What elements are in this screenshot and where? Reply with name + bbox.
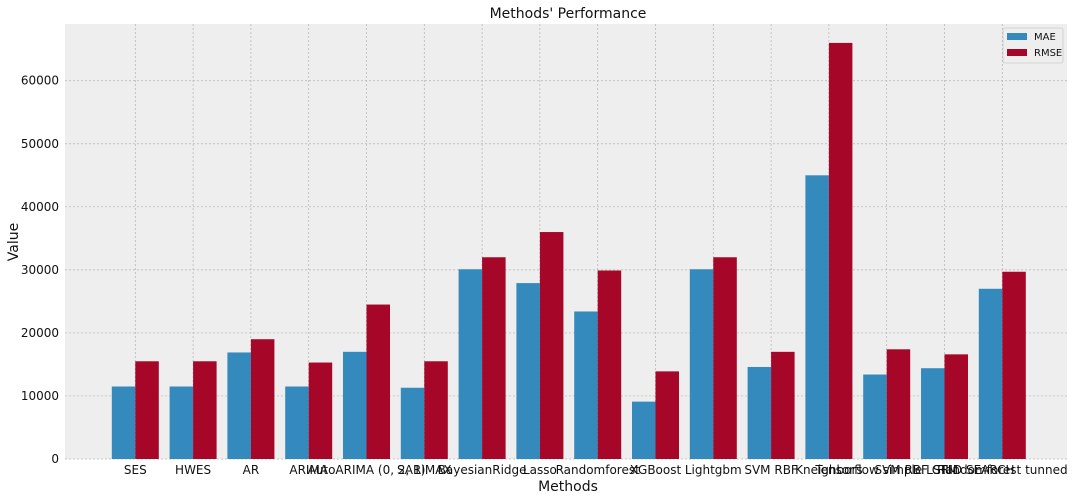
bar-rmse (713, 257, 737, 459)
bar-mae (111, 386, 136, 459)
x-tick-label: ARIMA (289, 463, 328, 477)
y-axis-label: Value (6, 223, 22, 261)
y-axis-ticks: 0 10000 20000 30000 40000 50000 60000 (21, 74, 59, 466)
x-tick-label: SARIMAX (397, 463, 452, 477)
bar-rmse (135, 361, 159, 459)
y-tick-label: 10000 (21, 389, 59, 403)
x-tick-label: SES (124, 463, 147, 477)
x-tick-label: Lasso (523, 463, 557, 477)
bar-mae (689, 269, 714, 459)
bar-rmse (944, 354, 968, 459)
bar-mae (574, 311, 598, 459)
legend-swatch-mae (1007, 33, 1027, 40)
bar-rmse (308, 362, 333, 459)
bar-mae (227, 352, 251, 459)
bar-mae (978, 288, 1003, 459)
bars (111, 42, 1026, 459)
bar-rmse (655, 371, 679, 459)
x-tick-label: Kneighbors (795, 463, 863, 477)
bar-rmse (597, 270, 622, 459)
bar-mae (285, 386, 309, 459)
y-tick-label: 20000 (21, 326, 59, 340)
legend-label-mae: MAE (1034, 32, 1056, 43)
bar-rmse (771, 351, 795, 459)
x-tick-label: SVM RBF (744, 463, 798, 477)
bar-rmse (1002, 271, 1026, 459)
x-tick-label: HWES (175, 463, 211, 477)
bar-rmse (250, 339, 275, 459)
y-tick-label: 50000 (21, 137, 59, 151)
bar-rmse (828, 42, 853, 459)
x-tick-label: XGBoost (630, 463, 682, 477)
bar-mae (747, 366, 772, 459)
bar-rmse (424, 361, 448, 459)
x-tick-label: Lightgbm (685, 463, 742, 477)
bar-mae (400, 387, 425, 459)
x-tick-label: Randomforest tunned (937, 463, 1068, 477)
bar-mae (863, 374, 887, 459)
legend-label-rmse: RMSE (1034, 48, 1062, 59)
bar-rmse (539, 232, 564, 459)
chart-title: Methods' Performance (490, 6, 647, 22)
x-axis-label: Methods (538, 479, 598, 495)
x-tick-label: SVM RBF GRID SEARCH (874, 463, 1014, 477)
bar-mae (458, 269, 483, 459)
y-tick-label: 40000 (21, 200, 59, 214)
x-tick-label: AR (243, 463, 260, 477)
bar-mae (343, 351, 367, 459)
bar-mae (169, 386, 194, 459)
legend: MAE RMSE (1002, 27, 1064, 64)
bar-mae (805, 175, 829, 459)
bar-rmse (886, 349, 911, 459)
bar-mae (632, 401, 656, 459)
bar-mae (516, 283, 540, 459)
x-tick-label: AutoARIMA (0, 2, 1) (308, 463, 426, 477)
bar-rmse (193, 361, 217, 459)
y-tick-label: 0 (51, 452, 59, 466)
x-tick-label: BayesianRidge (438, 463, 527, 477)
y-tick-label: 30000 (21, 263, 59, 277)
x-tick-label: Randomforest (556, 463, 641, 477)
legend-swatch-rmse (1007, 49, 1027, 56)
y-tick-label: 60000 (21, 74, 59, 88)
x-tick-label: Tensorflow simple LSTM (814, 463, 958, 477)
bar-rmse (482, 257, 506, 459)
bar-mae (921, 368, 945, 459)
bar-rmse (366, 304, 390, 459)
